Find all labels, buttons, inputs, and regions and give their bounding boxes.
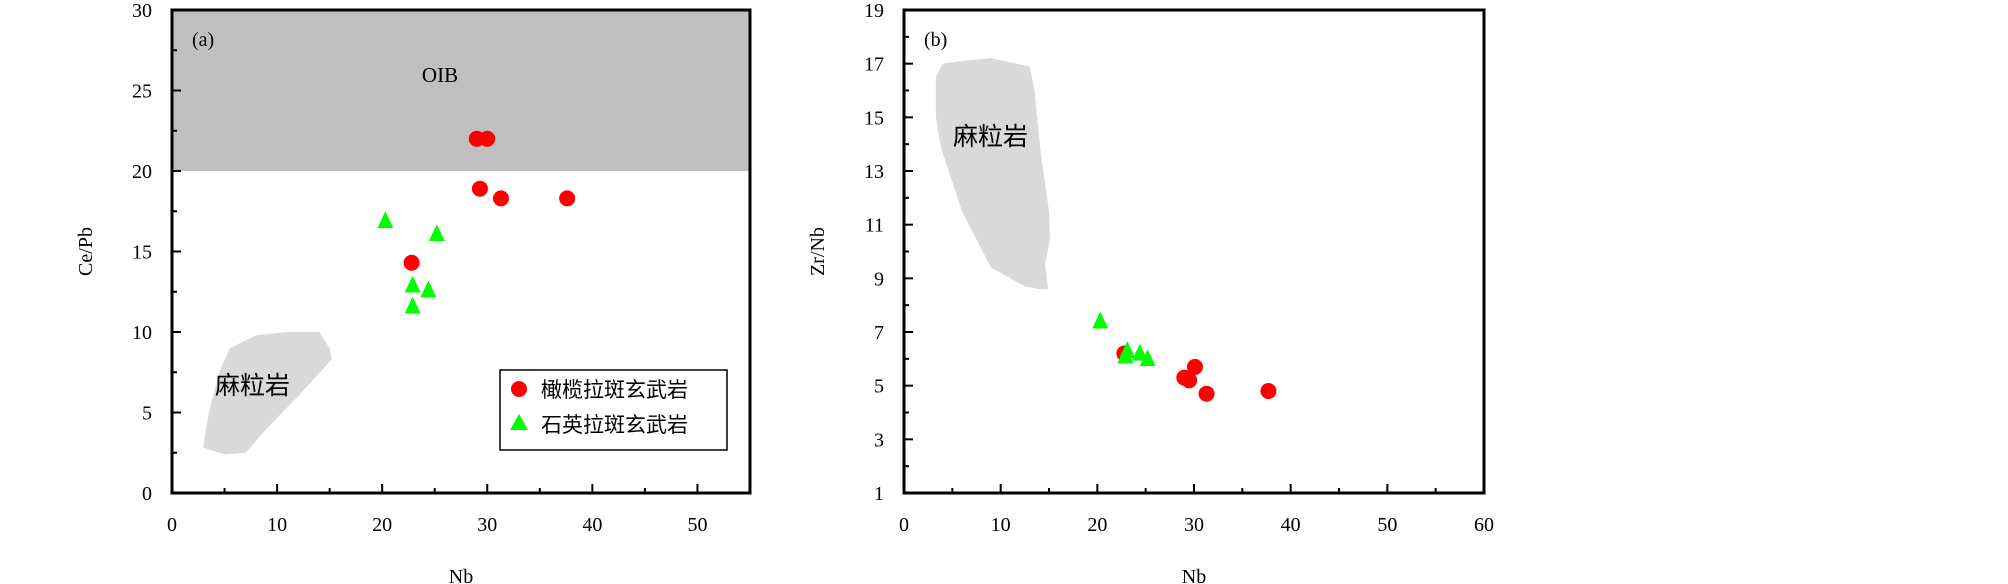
x-tick-label: 10: [991, 514, 1011, 536]
point-olivine-tholeiite-2: [1181, 372, 1198, 389]
y-ticks-a: 0 5 10 15 20 25 30: [132, 0, 181, 505]
y-tick-label: 30: [132, 0, 152, 22]
y-tick-label: 19: [864, 0, 884, 22]
x-tick-label: 0: [899, 514, 909, 536]
point-quartz-tholeiite-2: [1119, 341, 1136, 358]
x-tick-label: 60: [1474, 514, 1494, 536]
point-quartz-tholeiite-4: [404, 296, 421, 314]
point-quartz-tholeiite-3: [1131, 343, 1148, 361]
y-tick-label: 1: [874, 483, 884, 505]
panel-label-a: (a): [192, 29, 214, 51]
granulite-field-b: [935, 58, 1050, 290]
x-tick-label: 20: [1087, 514, 1107, 536]
point-quartz-tholeiite-1: [428, 224, 445, 241]
legend-box: [499, 369, 728, 451]
point-olivine-tholeiite-3: [1186, 358, 1203, 375]
y-tick-label: 0: [142, 483, 152, 505]
x-tick-label: 40: [1281, 514, 1301, 536]
legend-marker-circle: [511, 381, 527, 397]
point-quartz-tholeiite-3: [420, 280, 437, 298]
point-olivine-tholeiite-4: [1198, 385, 1215, 402]
granulite-label-b: 麻粒岩: [953, 122, 1028, 151]
x-tick-label: 50: [1377, 514, 1397, 536]
y-tick-label: 15: [132, 242, 152, 264]
x-tick-label: 10: [267, 514, 287, 536]
x-axis-label-b: Nb: [1182, 566, 1206, 584]
y-tick-label: 20: [132, 161, 152, 183]
legend: 橄榄拉斑玄武岩 石英拉斑玄武岩: [499, 369, 728, 451]
y-tick-label: 15: [864, 107, 884, 129]
y-tick-label: 9: [874, 268, 884, 290]
y-tick-label: 25: [132, 81, 152, 103]
point-olivine-tholeiite-2: [471, 180, 488, 197]
y-tick-label: 5: [874, 376, 884, 398]
x-ticks-b: 0 10 20 30 40 50 60: [899, 484, 1494, 536]
y-tick-label: 7: [874, 322, 884, 344]
point-quartz-tholeiite-0: [1092, 311, 1109, 329]
x-tick-label: 0: [167, 514, 177, 536]
points-b: [1092, 311, 1277, 402]
x-tick-label: 30: [477, 514, 497, 536]
legend-label-olivine-tholeiite: 橄榄拉斑玄武岩: [541, 378, 688, 402]
point-olivine-tholeiite-5: [1260, 383, 1277, 400]
granulite-field-a: [203, 332, 332, 455]
y-tick-label: 5: [142, 403, 152, 425]
oib-field: [172, 10, 750, 171]
y-tick-label: 11: [865, 215, 884, 237]
y-tick-label: 13: [864, 161, 884, 183]
point-quartz-tholeiite-0: [377, 211, 394, 229]
legend-marker-triangle: [510, 414, 528, 430]
y-tick-label: 17: [864, 54, 884, 76]
x-axis-label-a: Nb: [449, 566, 473, 584]
y-axis-label-b: Zr/Nb: [807, 227, 829, 276]
x-ticks-a: 0 10 20 30 40 50: [167, 484, 751, 536]
point-olivine-tholeiite-1: [479, 130, 496, 147]
point-olivine-tholeiite-4: [559, 190, 576, 207]
x-tick-label: 20: [372, 514, 392, 536]
legend-label-quartz-tholeiite: 石英拉斑玄武岩: [541, 413, 688, 437]
point-olivine-tholeiite-5: [403, 254, 420, 271]
y-tick-label: 10: [132, 322, 152, 344]
granulite-label-a: 麻粒岩: [215, 371, 290, 400]
point-quartz-tholeiite-2: [404, 275, 421, 293]
y-tick-label: 3: [874, 429, 884, 451]
x-tick-label: 30: [1184, 514, 1204, 536]
points-a: [377, 130, 576, 314]
point-quartz-tholeiite-4: [1139, 349, 1156, 367]
x-tick-label: 40: [582, 514, 602, 536]
point-olivine-tholeiite-3: [492, 190, 509, 207]
y-axis-label-a: Ce/Pb: [75, 227, 97, 276]
oib-label: OIB: [422, 63, 458, 87]
panel-label-b: (b): [924, 29, 947, 51]
x-tick-label: 50: [687, 514, 707, 536]
